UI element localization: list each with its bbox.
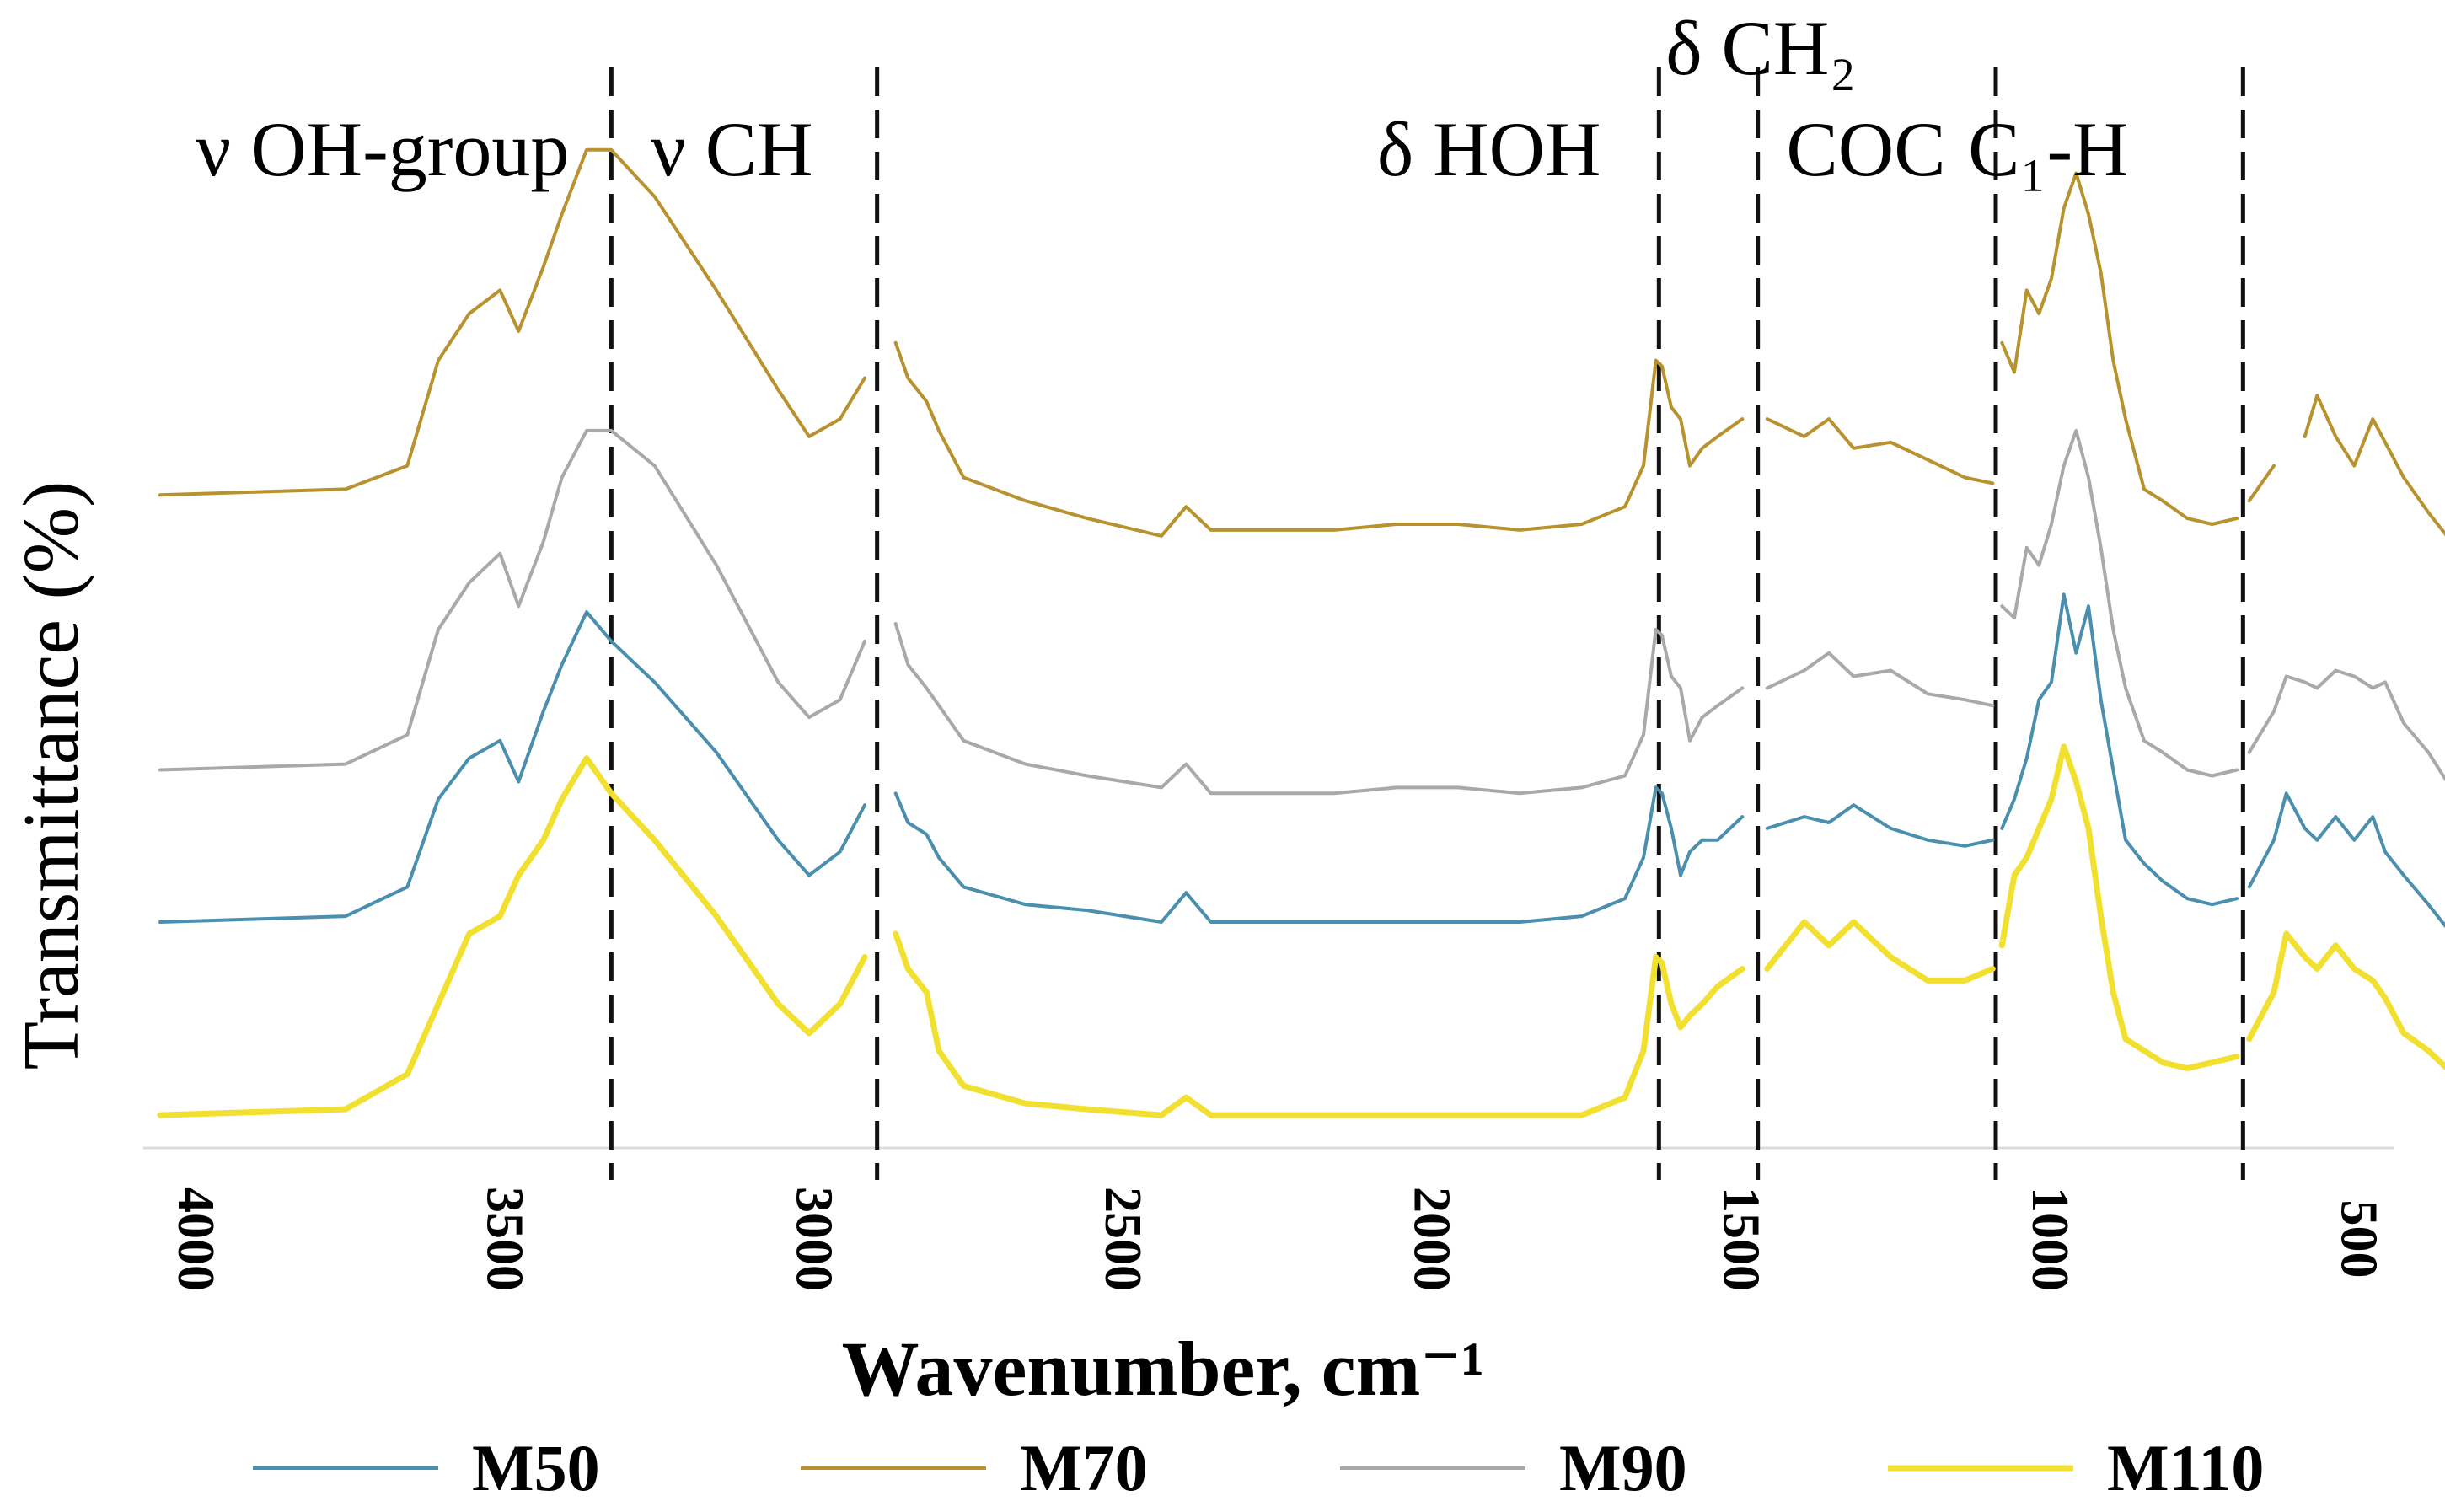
band-labels: ν OH-group ν CH δ HOH δ CH₂ COC C₁-H bbox=[196, 5, 2129, 192]
series-line-m110 bbox=[157, 743, 2445, 1118]
x-tick-label-4000: 4000 bbox=[167, 1187, 224, 1291]
x-tick-label-3000: 3000 bbox=[785, 1187, 842, 1291]
x-tick-label-3500: 3500 bbox=[476, 1187, 534, 1291]
x-tick-label-500: 500 bbox=[2330, 1200, 2388, 1279]
series-line-m50 bbox=[158, 592, 2445, 929]
legend-label-m50: M50 bbox=[472, 1431, 600, 1504]
band-label-2: δ HOH bbox=[1377, 106, 1601, 192]
legend-label-m90: M90 bbox=[1559, 1431, 1687, 1504]
series-line-m70 bbox=[158, 147, 2445, 538]
band-label-1: ν CH bbox=[651, 106, 812, 192]
legend-label-m110: M110 bbox=[2107, 1431, 2264, 1504]
x-axis-title: Wavenumber, cm⁻¹ bbox=[842, 1326, 1485, 1412]
band-label-3: δ CH₂ bbox=[1665, 5, 1856, 91]
x-tick-label-1000: 1000 bbox=[2021, 1187, 2078, 1291]
legend: M50 M70 M90 M110 bbox=[253, 1431, 2264, 1504]
series-line-m90 bbox=[158, 428, 2445, 796]
band-label-5: C₁-H bbox=[1968, 106, 2129, 192]
band-label-0: ν OH-group bbox=[196, 106, 570, 192]
x-tick-label-2000: 2000 bbox=[1403, 1187, 1461, 1291]
band-label-4: COC bbox=[1786, 106, 1945, 192]
x-tick-label-2500: 2500 bbox=[1094, 1187, 1151, 1291]
x-tick-labels: 4000 3500 3000 2500 2000 1500 1000 500 bbox=[167, 1187, 2388, 1291]
band-dividers bbox=[609, 67, 2245, 1180]
y-axis-title: Transmittance (%) bbox=[8, 481, 95, 1070]
legend-label-m70: M70 bbox=[1020, 1431, 1148, 1504]
x-tick-label-1500: 1500 bbox=[1712, 1187, 1769, 1291]
series-layer bbox=[157, 147, 2445, 1118]
